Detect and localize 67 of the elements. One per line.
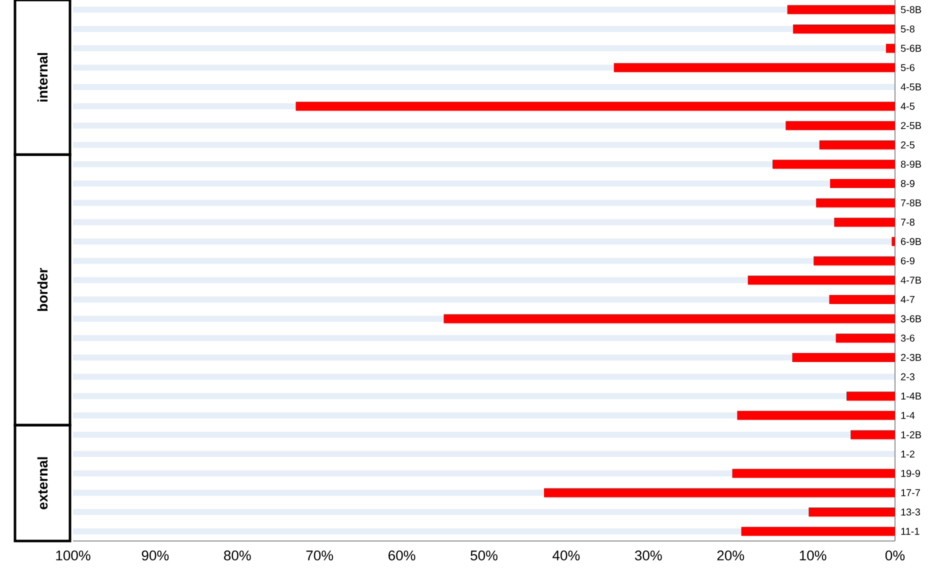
y-tick-label: 5-6B (900, 44, 922, 52)
x-tick-label: 0% (885, 550, 905, 560)
bar (793, 24, 895, 34)
bar (787, 5, 895, 14)
bar (814, 256, 895, 266)
y-tick-label: 5-8 (900, 25, 914, 33)
bar (296, 102, 895, 111)
y-tick-label: 1-2 (901, 450, 914, 458)
bar (737, 410, 895, 420)
bar (829, 294, 895, 304)
y-tick-label: 1-2B (901, 431, 922, 438)
y-tick-label: 3-6B (900, 315, 922, 322)
y-tick-label: 1-4B (901, 392, 922, 400)
y-tick-label: 4-5 (900, 102, 915, 110)
bar (834, 218, 895, 227)
text: internal (37, 53, 48, 102)
y-tick-label: 8-9B (900, 160, 922, 168)
y-tick-label: 8-9 (900, 180, 914, 188)
y-tick-label: 2-5 (901, 141, 915, 148)
bar (792, 352, 895, 362)
y-tick-label: 4-7 (900, 296, 914, 303)
y-tick-label: 7-8 (901, 218, 914, 226)
y-tick-label: 2-5B (901, 122, 922, 130)
y-tick-label: 4-5B (900, 83, 922, 90)
bar (886, 44, 895, 53)
bar (786, 121, 895, 130)
bar (846, 392, 895, 401)
text: border (37, 268, 48, 311)
y-tick-label: 13-3 (901, 508, 920, 516)
x-tick-label: 20% (717, 550, 744, 560)
x-tick-label: 10% (800, 550, 826, 560)
bar (819, 140, 895, 150)
y-tick-label: 7-8B (901, 199, 922, 206)
text: external (37, 457, 48, 510)
bar (544, 488, 895, 498)
y-tick-label: 11-1 (901, 528, 920, 535)
bar (816, 198, 895, 208)
y-tick-label: 3-6 (900, 334, 914, 342)
x-tick-label: 40% (552, 550, 580, 560)
bar (772, 160, 895, 169)
bar (732, 468, 895, 478)
bar (830, 179, 895, 188)
y-tick-label: 6-9B (901, 238, 922, 246)
x-tick-label: 30% (634, 550, 662, 560)
bar (808, 508, 895, 517)
x-tick-label: 80% (224, 550, 251, 560)
y-tick-label: 17-7 (901, 489, 920, 496)
y-tick-label: 5-8B (900, 6, 922, 14)
y-tick-label: 4-7B (900, 276, 922, 284)
y-tick-label: 6-9 (901, 257, 914, 264)
y-tick-label: 2-3 (901, 373, 914, 380)
bar (892, 237, 895, 246)
bar (614, 63, 895, 72)
x-tick-label: 70% (306, 550, 334, 560)
x-tick-label: 60% (388, 550, 416, 560)
y-tick-label: 2-3B (901, 354, 922, 361)
bar (741, 526, 895, 536)
y-tick-label: 5-6 (900, 64, 914, 72)
bar (836, 334, 895, 343)
y-tick-label: 19-9 (901, 470, 920, 477)
y-tick-label: 1-4 (901, 412, 915, 419)
bar (444, 314, 895, 324)
bar (850, 430, 895, 440)
bar (748, 276, 895, 285)
x-tick-label: 100% (56, 550, 90, 560)
x-tick-label: 90% (142, 550, 169, 560)
x-tick-label: 50% (470, 550, 498, 560)
